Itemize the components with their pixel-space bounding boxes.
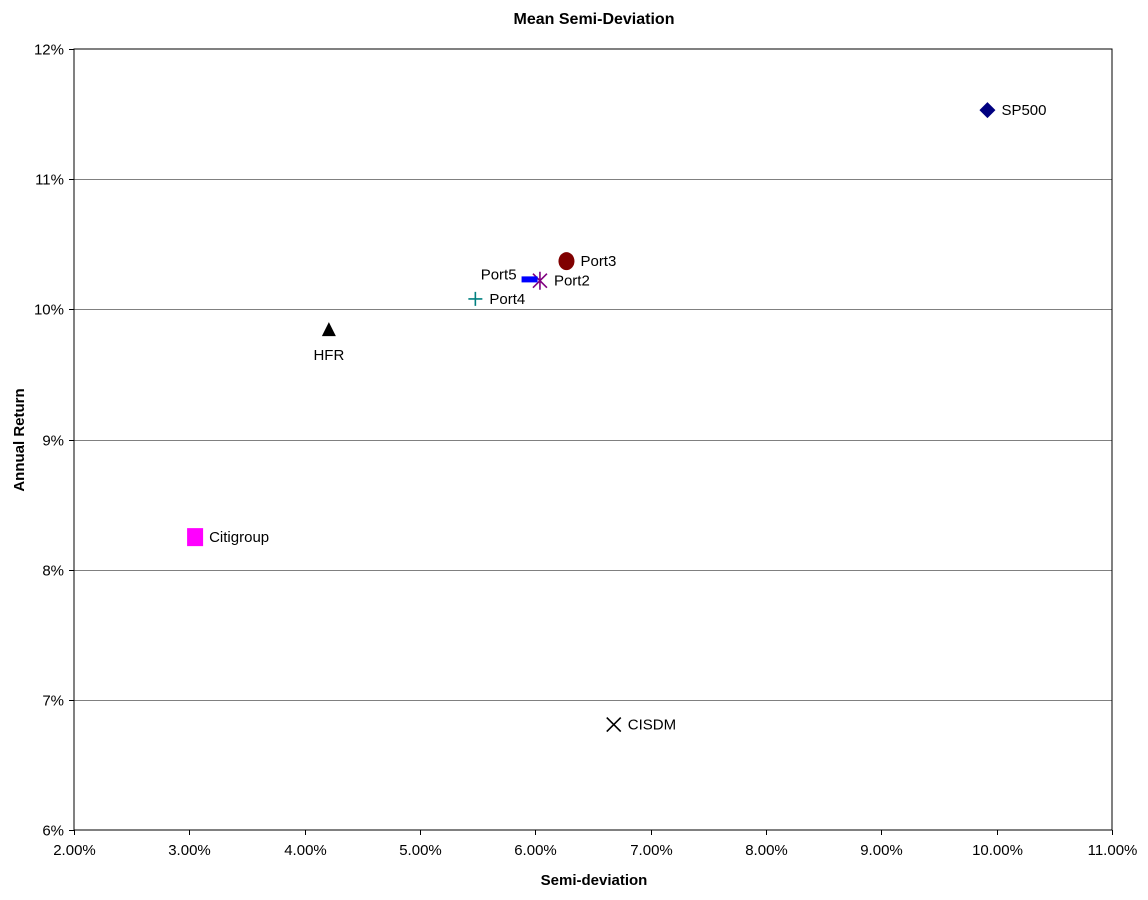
x-axis-label: Semi-deviation: [541, 872, 648, 889]
data-point-cisdm: CISDM: [606, 716, 676, 734]
x-tick-label: 10.00%: [972, 842, 1023, 859]
x-tick-label: 4.00%: [284, 842, 327, 859]
data-point-port2: Port2: [532, 271, 590, 290]
data-point-citigroup: Citigroup: [187, 528, 269, 547]
data-label: Port5: [481, 266, 517, 283]
data-points: SP500 Port3 Port2 Port5 Port4 HFR Citigroup CIS…: [187, 102, 1046, 734]
y-tick-label: 9%: [42, 433, 64, 450]
triangle-marker: [321, 322, 336, 337]
data-point-sp500: SP500: [979, 102, 1046, 119]
x-tick-label: 6.00%: [514, 842, 557, 859]
x-tick-label: 9.00%: [860, 842, 903, 859]
x-tick-label: 3.00%: [168, 842, 211, 859]
data-label: CISDM: [628, 717, 676, 734]
gridlines: [74, 179, 1112, 701]
circle-marker: [558, 252, 575, 271]
y-tick-label: 10%: [34, 302, 64, 319]
data-label: Port2: [554, 273, 590, 290]
plot-area-frame: [73, 48, 1113, 831]
y-axis-label: Annual Return: [11, 388, 28, 491]
y-tick-label: 8%: [42, 563, 64, 580]
dash-marker: [521, 276, 538, 283]
data-label: SP500: [1001, 102, 1046, 119]
data-label: Citigroup: [209, 529, 269, 546]
data-point-port3: Port3: [558, 252, 616, 271]
data-point-hfr: HFR: [313, 322, 344, 364]
data-label: HFR: [313, 347, 344, 364]
x-axis-ticks: 2.00% 3.00% 4.00% 5.00% 6.00% 7.00% 8.00% 9.00%…: [53, 830, 1137, 859]
x-tick-label: 5.00%: [399, 842, 442, 859]
x-tick-label: 8.00%: [745, 842, 788, 859]
plus-marker: [468, 291, 483, 306]
y-tick-label: 7%: [42, 693, 64, 710]
x-tick-label: 7.00%: [630, 842, 673, 859]
x-tick-label: 11.00%: [1088, 842, 1138, 859]
asterisk-marker: [532, 271, 548, 290]
y-tick-label: 6%: [42, 823, 64, 840]
data-point-port5: Port5: [481, 266, 538, 283]
x-tick-label: 2.00%: [53, 842, 96, 859]
data-label: Port4: [489, 291, 525, 308]
x-marker: [606, 716, 622, 733]
y-tick-label: 11%: [35, 172, 64, 189]
y-tick-label: 12%: [34, 42, 64, 59]
diamond-marker: [979, 102, 996, 119]
y-axis-ticks: 6% 7% 8% 9% 10% 11% 12%: [34, 42, 74, 840]
chart-title: Mean Semi-Deviation: [514, 11, 675, 28]
data-label: Port3: [580, 253, 616, 270]
data-point-port4: Port4: [468, 291, 525, 308]
square-marker: [187, 528, 204, 547]
